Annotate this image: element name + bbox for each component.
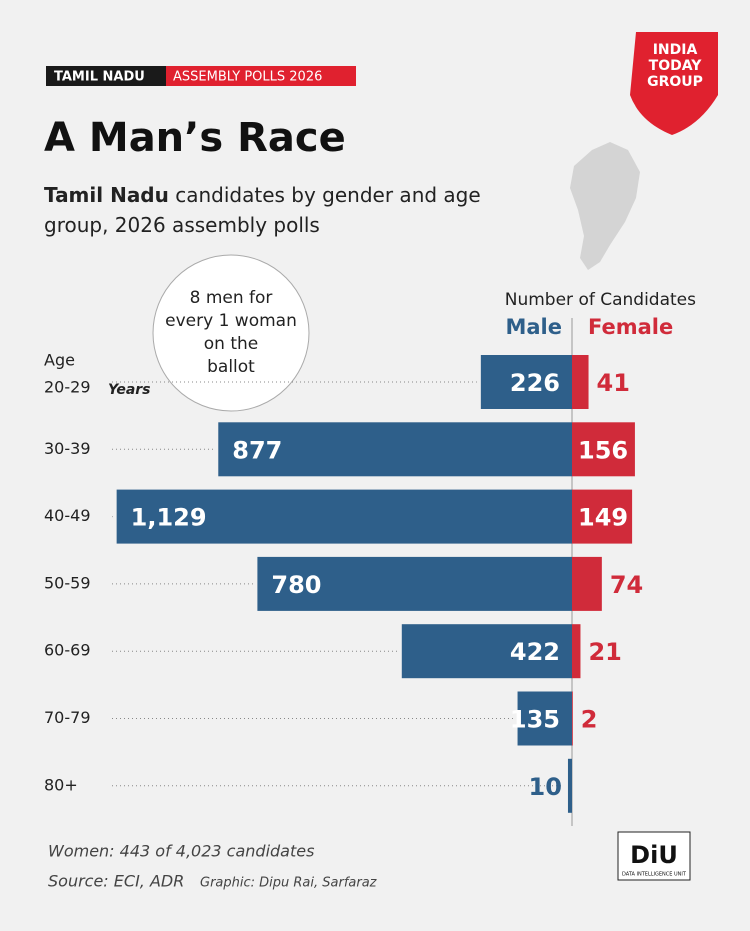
annotation: on the bbox=[204, 334, 258, 354]
badge-subtitle: DATA INTELLIGENCE UNIT bbox=[622, 872, 687, 878]
category-unit: Years bbox=[108, 382, 151, 398]
value-label: 21 bbox=[588, 638, 621, 666]
value-label: 74 bbox=[610, 571, 643, 599]
category-label: 20-29 bbox=[44, 378, 91, 397]
category-label: 50-59 bbox=[44, 573, 91, 592]
bar-male bbox=[517, 691, 572, 746]
tag-box bbox=[46, 66, 166, 86]
bar-female bbox=[572, 556, 602, 611]
bar-male bbox=[480, 355, 572, 409]
bar-male bbox=[567, 758, 572, 813]
tag-box bbox=[166, 66, 356, 86]
footer-note: Women: 443 of 4,023 candidates bbox=[48, 842, 314, 861]
annotation: every 1 woman bbox=[165, 311, 297, 331]
value-label: 10 bbox=[529, 773, 562, 801]
value-label: 780 bbox=[271, 571, 321, 599]
footer-source: Source: ECI, ADR bbox=[48, 872, 184, 891]
bar-female bbox=[572, 489, 633, 544]
value-label: 41 bbox=[597, 369, 630, 397]
subtitle-bold: Tamil Nadu bbox=[44, 183, 169, 207]
tag: TAMIL NADU bbox=[54, 70, 145, 85]
logo-shield bbox=[630, 32, 718, 135]
legend-male: Male bbox=[505, 315, 562, 339]
footer-credit: Graphic: Dipu Rai, Sarfaraz bbox=[200, 876, 378, 891]
chart-title: A Man’s Race bbox=[44, 115, 346, 161]
logo-text: TODAY bbox=[649, 58, 703, 74]
subtitle-rest: candidates by gender and age bbox=[169, 183, 481, 207]
bar-male bbox=[218, 422, 572, 477]
badge-title: DiU bbox=[630, 841, 678, 869]
subtitle-rest: group, 2026 assembly polls bbox=[44, 213, 320, 237]
badge-box bbox=[617, 831, 691, 881]
value-label: 226 bbox=[510, 369, 560, 397]
annotation-circle bbox=[152, 254, 310, 412]
annotation: 8 men for bbox=[190, 288, 273, 308]
value-label: 422 bbox=[510, 638, 560, 666]
subtitle: Tamil Nadu candidates by gender and age g… bbox=[44, 183, 481, 237]
map-silhouette bbox=[570, 142, 640, 270]
bar-female bbox=[572, 624, 581, 679]
category-label: 70-79 bbox=[44, 708, 91, 727]
annotation: ballot bbox=[207, 357, 255, 377]
bar-male bbox=[257, 556, 572, 611]
value-label: 156 bbox=[578, 436, 628, 464]
value-label: 135 bbox=[510, 706, 560, 734]
bar-female bbox=[572, 422, 635, 477]
value-label: 2 bbox=[581, 706, 598, 734]
age-label: Age bbox=[44, 351, 75, 370]
value-label: 1,129 bbox=[131, 504, 207, 532]
category-label: 60-69 bbox=[44, 641, 91, 660]
logo-text: GROUP bbox=[647, 74, 703, 90]
bar-female bbox=[572, 355, 589, 409]
bar-male bbox=[116, 489, 573, 544]
bar-male bbox=[401, 624, 572, 679]
category-label: 30-39 bbox=[44, 439, 91, 458]
axis-label: Number of Candidates bbox=[505, 290, 696, 310]
legend-female: Female bbox=[588, 315, 673, 339]
tag: ASSEMBLY POLLS 2026 bbox=[173, 70, 322, 85]
logo-text: INDIA bbox=[653, 42, 698, 58]
bar-female bbox=[572, 691, 573, 746]
category-label: 40-49 bbox=[44, 506, 91, 525]
value-label: 149 bbox=[578, 504, 628, 532]
category-label: 80+ bbox=[44, 775, 78, 794]
value-label: 877 bbox=[232, 436, 282, 464]
